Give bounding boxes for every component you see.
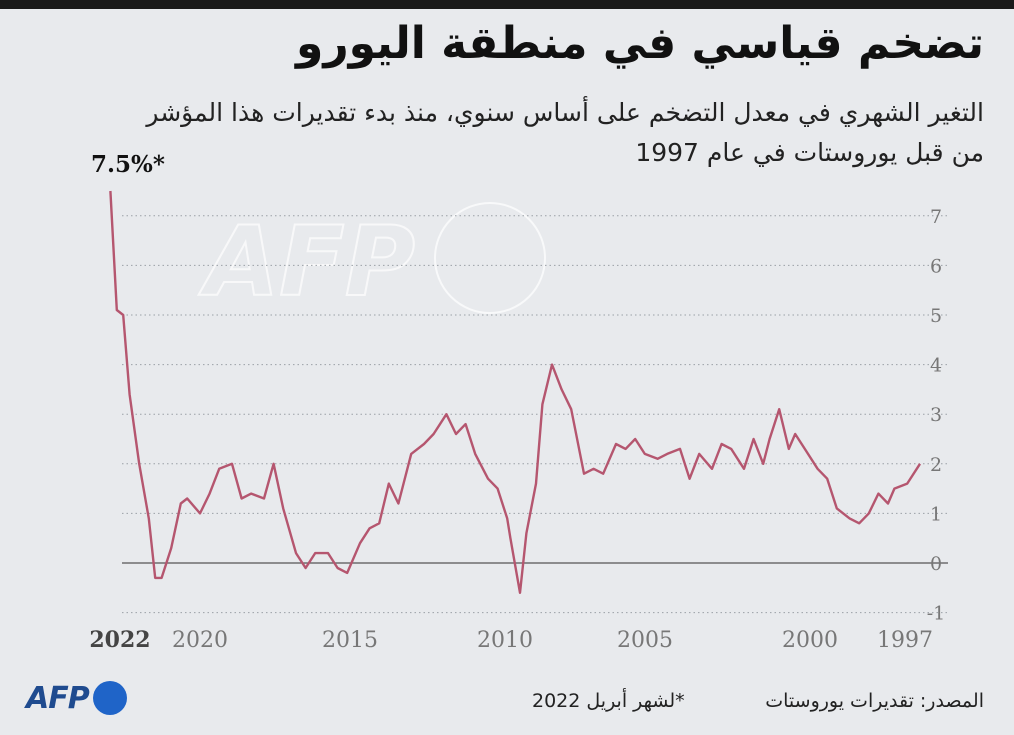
afp-logo: AFP [26,680,127,716]
y-tick-label: 1 [930,503,942,525]
afp-logo-circle-icon [92,681,127,715]
y-tick-label: 6 [930,255,942,277]
y-tick-label: 3 [930,404,942,426]
x-tick-label: 2010 [477,628,533,653]
source-note: المصدر: تقديرات يوروستات [765,690,984,712]
y-tick-label: 2 [930,454,942,476]
x-tick-label: 1997 [877,628,933,653]
y-tick-label: 7 [930,206,942,228]
afp-watermark: AFP [197,202,546,319]
chart-subtitle-line-1: التغير الشهري في معدل التضخم على أساس سن… [146,98,984,127]
y-tick-label: 5 [930,305,942,327]
watermark-circle-icon [434,202,546,314]
inflation-series-line [109,190,922,594]
y-axis-ticks: 7 6 5 4 3 2 1 0 -1 [927,206,946,625]
chart-subtitle-line-2: من قبل يوروستات في عام 1997 [635,138,984,167]
y-tick-label: 0 [930,553,942,575]
y-tick-label: -1 [927,603,946,625]
afp-logo-text: AFP [26,680,90,716]
x-tick-label: 2015 [322,628,378,653]
footnote: *لشهر أبريل 2022 [532,690,685,712]
y-tick-label: 4 [930,355,942,377]
chart-title: تضخم قياسي في منطقة اليورو [295,18,984,69]
x-tick-label: 2005 [617,628,673,653]
x-tick-label: 2020 [172,628,228,653]
watermark-text: AFP [198,206,415,318]
x-tick-label: 2022 [89,627,150,653]
chart-grid [122,215,948,614]
x-tick-label: 2000 [782,628,838,653]
top-bar [0,0,1014,9]
peak-annotation: 7.5%* [91,151,165,178]
x-axis-ticks: 1997 2000 2005 2010 2015 2020 2022 [89,627,933,653]
